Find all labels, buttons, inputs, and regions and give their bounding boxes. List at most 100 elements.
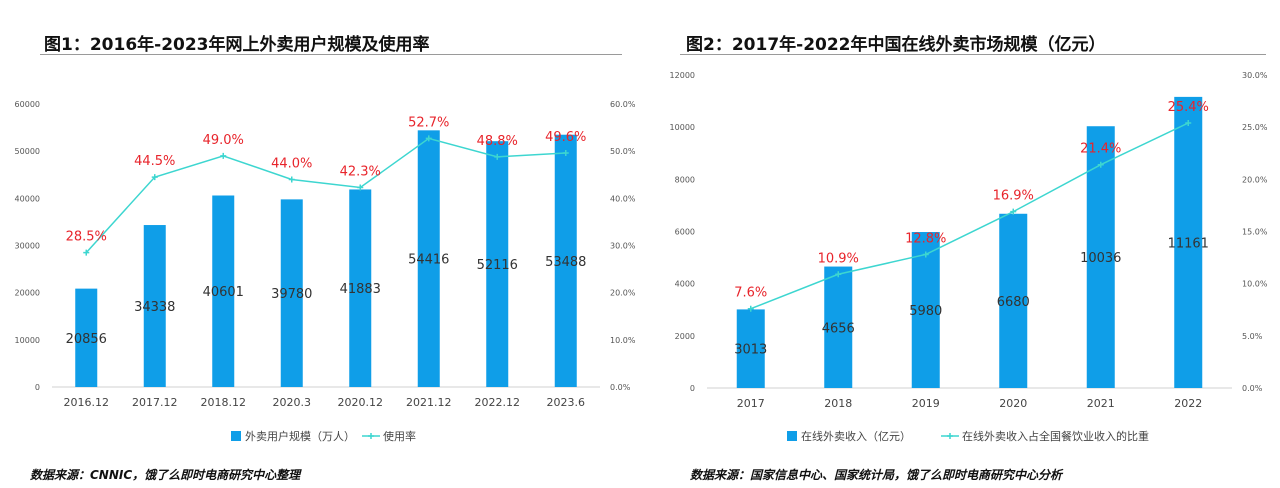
line-point-2021.12 [425, 135, 432, 142]
line-point-2017.12 [151, 174, 158, 181]
data-source-note: 数据来源：CNNIC，饿了么即时电商研究中心整理 [30, 468, 301, 482]
y-axis-tick-label: 40000 [15, 194, 40, 203]
bar-value-label: 53488 [545, 255, 586, 270]
bar-2020.12 [349, 189, 372, 387]
bar-value-label: 41883 [340, 282, 381, 297]
series-line-使用率 [85, 137, 566, 254]
y2-axis-tick-label: 30.0% [610, 242, 636, 251]
y-axis-tick-label: 6000 [675, 228, 695, 237]
legend-label-line: 使用率 [383, 429, 416, 443]
y2-axis-tick-label: 20.0% [1242, 175, 1268, 184]
bar-value-label: 40601 [203, 285, 244, 300]
bar-value-label: 39780 [271, 287, 312, 302]
bar-value-label: 3013 [734, 343, 767, 358]
line-value-label: 7.6% [734, 286, 767, 301]
legend-label-bar: 外卖用户规模（万人） [245, 429, 355, 443]
bar-2022 [1174, 96, 1203, 389]
line-value-label: 21.4% [1080, 142, 1121, 157]
y2-axis-tick-label: 0.0% [610, 383, 631, 392]
chart-market-size: 0 2000 4000 6000 8000 10000 12000 0.0% 5.0% 10.0%… [670, 71, 1268, 443]
line-point-2022.12 [494, 153, 501, 160]
y-axis-tick-label: 10000 [670, 123, 695, 132]
line-point-2017 [747, 305, 754, 312]
line-point-2022 [1185, 119, 1192, 126]
bar-value-label: 54416 [408, 253, 449, 268]
y-axis-tick-label: 12000 [670, 71, 695, 80]
line-value-label: 28.5% [66, 230, 107, 245]
line-point-2020.3 [288, 176, 295, 183]
y2-axis-tick-label: 30.0% [1242, 71, 1268, 80]
chart-title: 图1：2016年-2023年网上外卖用户规模及使用率 [44, 35, 430, 55]
line-value-label: 12.8% [905, 231, 946, 246]
y-axis-tick-label: 50000 [15, 147, 40, 156]
bar-value-label: 20856 [66, 332, 107, 347]
data-source-note: 数据来源：国家信息中心、国家统计局，饿了么即时电商研究中心分析 [690, 468, 1063, 482]
x-axis-tick-label: 2020 [999, 397, 1027, 410]
legend-label-bar: 在线外卖收入（亿元） [801, 429, 911, 443]
x-axis-tick-label: 2021 [1087, 397, 1115, 410]
x-axis-tick-label: 2016.12 [64, 396, 110, 409]
x-axis-tick-label: 2018 [824, 397, 852, 410]
bar-2019 [911, 232, 940, 388]
line-value-label: 10.9% [818, 251, 859, 266]
bar-2018.12 [212, 195, 235, 387]
chart-user-scale: 0 10000 20000 30000 40000 50000 60000 0.0% 10.0%… [15, 100, 636, 443]
y2-axis-tick-label: 10.0% [1242, 280, 1268, 289]
legend-marker-line [368, 433, 374, 439]
y2-axis-tick-label: 20.0% [610, 289, 636, 298]
y-axis-tick-label: 8000 [675, 175, 695, 184]
legend-swatch-bar [787, 431, 797, 441]
line-value-label: 52.7% [408, 115, 449, 130]
chart-panel-market-size: 图2：2017年-2022年中国在线外卖市场规模（亿元） 0 2000 4000 60… [640, 0, 1280, 488]
x-axis-tick-label: 2020.3 [273, 396, 312, 409]
y2-axis-tick-label: 15.0% [1242, 228, 1268, 237]
line-point-2019 [922, 251, 929, 258]
y2-axis-tick-label: 5.0% [1242, 332, 1263, 341]
line-point-2023.6 [562, 150, 569, 157]
bar-value-label: 6680 [997, 295, 1030, 310]
y-axis-tick-label: 2000 [675, 332, 695, 341]
bar-value-label: 34338 [134, 300, 175, 315]
y-axis-tick-label: 4000 [675, 280, 695, 289]
y2-axis-tick-label: 40.0% [610, 194, 636, 203]
chart-panel-user-scale: 图1：2016年-2023年网上外卖用户规模及使用率 0 10000 20000 30… [15, 35, 636, 482]
y2-axis-tick-label: 60.0% [610, 100, 636, 109]
line-value-label: 48.8% [477, 134, 518, 149]
x-axis-tick-label: 2022.12 [475, 396, 521, 409]
bar-2017 [736, 309, 765, 388]
bar-value-label: 4656 [822, 321, 855, 336]
series-line-在线外卖收入占全国餐饮业收入的比重 [750, 122, 1189, 310]
x-axis-tick-label: 2023.6 [547, 396, 586, 409]
x-axis-tick-label: 2022 [1174, 397, 1202, 410]
x-axis-tick-label: 2019 [912, 397, 940, 410]
chart-title: 图2：2017年-2022年中国在线外卖市场规模（亿元） [686, 35, 1106, 55]
y-axis-tick-label: 20000 [15, 289, 40, 298]
bar-value-label: 10036 [1080, 251, 1121, 266]
bar-2016.12 [75, 288, 98, 387]
y-axis-tick-label: 0 [690, 384, 695, 393]
line-value-label: 44.0% [271, 156, 312, 171]
line-point-2020 [1010, 208, 1017, 215]
bar-2020.3 [280, 199, 303, 387]
line-point-2016.12 [83, 249, 90, 256]
line-point-2018 [835, 271, 842, 278]
y2-axis-tick-label: 10.0% [610, 336, 636, 345]
bar-2021.12 [417, 130, 440, 387]
line-point-2021 [1097, 161, 1104, 168]
legend-marker-line [947, 433, 953, 439]
line-value-label: 44.5% [134, 154, 175, 169]
legend-swatch-bar [231, 431, 241, 441]
y2-axis-tick-label: 50.0% [610, 147, 636, 156]
legend-label-line: 在线外卖收入占全国餐饮业收入的比重 [962, 429, 1149, 443]
x-axis-tick-label: 2018.12 [201, 396, 247, 409]
y-axis-tick-label: 0 [35, 383, 40, 392]
y2-axis-tick-label: 0.0% [1242, 384, 1263, 393]
title-divider [40, 54, 622, 55]
bar-value-label: 11161 [1168, 236, 1209, 251]
line-value-label: 42.3% [340, 164, 381, 179]
line-point-2020.12 [357, 184, 364, 191]
line-value-label: 16.9% [993, 189, 1034, 204]
y-axis-tick-label: 10000 [15, 336, 40, 345]
x-axis-tick-label: 2017.12 [132, 396, 178, 409]
x-axis-tick-label: 2021.12 [406, 396, 452, 409]
